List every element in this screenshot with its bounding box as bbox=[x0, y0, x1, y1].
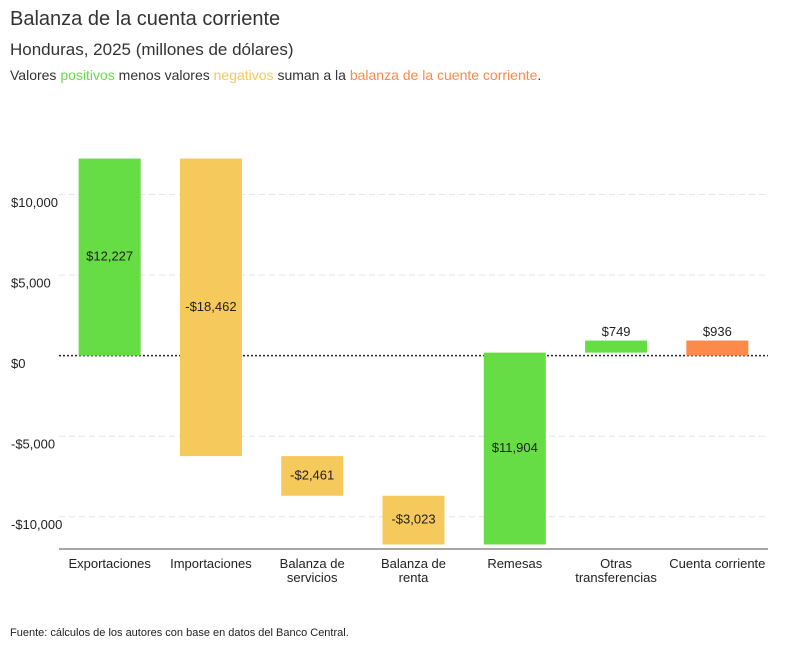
x-tick-label: Otras transferencias bbox=[575, 556, 657, 585]
bar bbox=[686, 340, 749, 356]
x-tick-label: Balanza de renta bbox=[380, 556, 447, 585]
note-part: negativos bbox=[213, 67, 274, 83]
value-label: -$18,462 bbox=[185, 299, 236, 314]
bar bbox=[179, 158, 242, 457]
chart-title: Balanza de la cuenta corriente bbox=[10, 8, 281, 30]
x-tick-label: Remesas bbox=[487, 556, 543, 571]
y-tick-label: $10,000 bbox=[11, 195, 58, 210]
y-tick-label: $0 bbox=[11, 356, 25, 371]
y-tick-label: -$5,000 bbox=[11, 437, 55, 452]
x-tick-label: Cuenta corriente bbox=[669, 556, 766, 571]
bar bbox=[382, 495, 445, 545]
value-label: $936 bbox=[703, 324, 732, 339]
value-label: -$3,023 bbox=[391, 512, 435, 527]
bar bbox=[585, 340, 648, 353]
y-tick-label: -$10,000 bbox=[11, 517, 62, 532]
bar bbox=[281, 456, 344, 496]
note-part: positivos bbox=[60, 67, 115, 83]
source-note: Fuente: cálculos de los autores con base… bbox=[10, 627, 349, 639]
chart-note: Valores positivos menos valores negativo… bbox=[10, 67, 541, 83]
value-label: $12,227 bbox=[86, 249, 133, 264]
x-tick-label: Exportaciones bbox=[68, 556, 151, 571]
bar bbox=[78, 158, 141, 356]
chart-subtitle: Honduras, 2025 (millones de dólares) bbox=[10, 40, 294, 59]
note-part: Valores bbox=[10, 67, 61, 83]
value-label: -$2,461 bbox=[290, 467, 334, 482]
x-tick-label: Balanza de servicios bbox=[279, 556, 345, 585]
note-part: . bbox=[537, 67, 542, 83]
note-part: balanza de la cuente corriente bbox=[349, 67, 538, 83]
y-tick-label: $5,000 bbox=[11, 275, 51, 290]
bar bbox=[483, 352, 546, 545]
value-label: $749 bbox=[602, 324, 631, 339]
note-part: menos valores bbox=[114, 67, 214, 83]
value-label: $11,904 bbox=[492, 440, 538, 455]
note-part: suman a la bbox=[273, 67, 350, 83]
x-tick-label: Importaciones bbox=[170, 556, 252, 571]
